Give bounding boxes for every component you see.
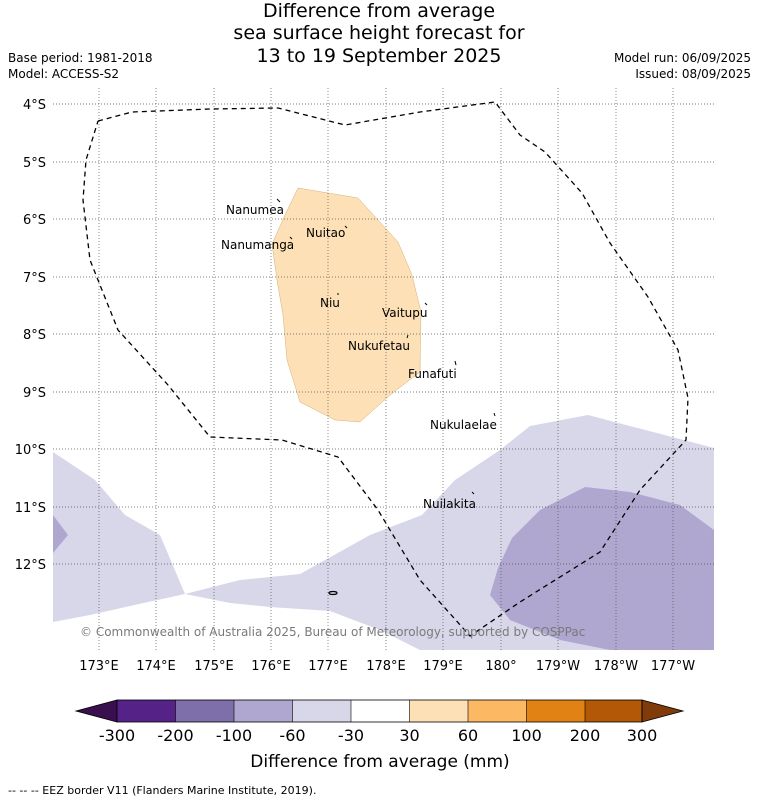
lat-label-10s: 10°S: [15, 443, 46, 458]
eez-legend: -- -- -- EEZ border V11 (Flanders Marine…: [8, 784, 317, 797]
colorbar-bin-neg60: [292, 700, 351, 722]
colorbar-tick-pos300: 300: [627, 726, 658, 745]
anomaly-region-neg30-west: [53, 452, 185, 622]
longitude-axis: 173°E 174°E 175°E 176°E 177°E 178°E 179°…: [79, 659, 695, 674]
issued-date: Issued: 08/09/2025: [635, 67, 751, 81]
anomaly-region-neg60-east: [490, 487, 714, 650]
colorbar-outline: [116, 699, 643, 723]
lon-label-179e: 179°E: [423, 659, 463, 674]
title-line-2: sea surface height forecast for: [233, 22, 525, 44]
lon-label-175e: 175°E: [194, 659, 234, 674]
colorbar-tick-pos30: 30: [399, 726, 419, 745]
lat-label-5s: 5°S: [23, 156, 46, 171]
place-label-nuilakita: Nuilakita: [423, 497, 476, 511]
colorbar-bin-neutral: [351, 700, 410, 722]
anomaly-region-neg60-west: [53, 515, 68, 553]
place-label-nanumea: Nanumea: [226, 203, 284, 217]
colorbar-tick-neg200: -200: [157, 726, 193, 745]
colorbar-tick-neg300: -300: [99, 726, 135, 745]
lon-label-174e: 174°E: [136, 659, 176, 674]
colorbar-bin-neg200: [175, 700, 234, 722]
lon-label-179w: 179°W: [536, 659, 580, 674]
colorbar-title: Difference from average (mm): [250, 752, 509, 772]
colorbar-tick-pos200: 200: [570, 726, 601, 745]
colorbar-tick-neg30: -30: [338, 726, 364, 745]
colorbar-tick-pos60: 60: [458, 726, 478, 745]
lon-label-177e: 177°E: [308, 659, 348, 674]
lat-label-7s: 7°S: [23, 271, 46, 286]
place-label-funafuti: Funafuti: [408, 367, 457, 381]
lon-label-178w: 178°W: [594, 659, 638, 674]
colorbar-bin-pos30: [409, 700, 468, 722]
map-plot-area: Nanumea Nuitao Nanumanga Niu Vaitupu Nuk…: [53, 88, 714, 650]
lat-label-11s: 11°S: [15, 501, 46, 516]
colorbar-bin-pos200: [585, 700, 642, 722]
lon-label-178e: 178°E: [366, 659, 406, 674]
place-label-nanumanga: Nanumanga: [221, 238, 294, 252]
place-label-vaitupu: Vaitupu: [382, 306, 428, 320]
colorbar-bin-neg300: [117, 700, 176, 722]
latitude-axis: 4°S 5°S 6°S 7°S 8°S 9°S 10°S 11°S 12°S: [15, 98, 46, 573]
copyright-notice: © Commonwealth of Australia 2025, Bureau…: [80, 625, 585, 639]
title-line-1: Difference from average: [262, 0, 496, 22]
colorbar-tick-neg100: -100: [216, 726, 252, 745]
colorbar-extend-high: [641, 699, 685, 723]
place-label-nukufetau: Nukufetau: [348, 339, 410, 353]
colorbar-bin-pos60: [468, 700, 527, 722]
place-label-nuitao: Nuitao: [306, 226, 345, 240]
eez-border: [82, 101, 689, 637]
colorbar-tick-pos100: 100: [511, 726, 542, 745]
lon-label-177w: 177°W: [651, 659, 695, 674]
model-name: Model: ACCESS-S2: [8, 67, 120, 81]
lat-label-8s: 8°S: [23, 328, 46, 343]
lon-label-173e: 173°E: [79, 659, 119, 674]
colorbar-bin-pos100: [526, 700, 585, 722]
latitude-gridlines: [53, 103, 714, 565]
anomaly-region-pos30: [271, 187, 422, 423]
lat-label-12s: 12°S: [15, 558, 46, 573]
place-label-niu: Niu: [320, 296, 340, 310]
island-marks: [276, 198, 496, 596]
longitude-gridlines: [98, 88, 674, 650]
title-line-3: 13 to 19 September 2025: [256, 45, 502, 67]
colorbar-extend-low: [74, 699, 118, 723]
colorbar-tick-neg60: -60: [279, 726, 305, 745]
lat-label-4s: 4°S: [23, 98, 46, 113]
colorbar-bin-neg100: [234, 700, 293, 722]
model-run: Model run: 06/09/2025: [613, 51, 751, 65]
base-period: Base period: 1981-2018: [8, 51, 153, 65]
place-label-nukulaelae: Nukulaelae: [430, 418, 497, 432]
lon-label-180: 180°: [485, 659, 516, 674]
lat-label-9s: 9°S: [23, 386, 46, 401]
lon-label-176e: 176°E: [251, 659, 291, 674]
lat-label-6s: 6°S: [23, 213, 46, 228]
colorbar: -300 -200 -100 -60 -30 30 60 100 200 300…: [74, 699, 685, 772]
